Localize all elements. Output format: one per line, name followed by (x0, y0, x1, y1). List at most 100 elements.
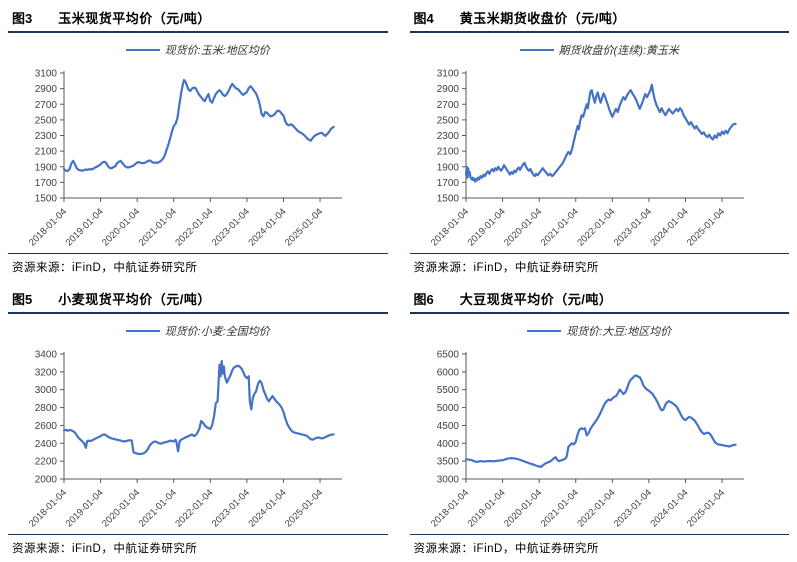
source-divider (8, 534, 388, 535)
svg-text:2025-01-04: 2025-01-04 (685, 206, 727, 248)
svg-text:2022-01-04: 2022-01-04 (575, 206, 617, 248)
source-note: 资源来源：iFinD，中航证券研究所 (413, 262, 599, 274)
svg-text:2023-01-04: 2023-01-04 (611, 206, 653, 248)
panel-header: 图6 大豆现货平均价（元/吨） (410, 287, 790, 312)
legend-line-swatch (125, 330, 160, 332)
legend-label: 期货收盘价(连续):黄玉米 (558, 45, 679, 57)
svg-text:3000: 3000 (436, 475, 459, 486)
svg-text:1700: 1700 (35, 178, 58, 189)
svg-text:2021-01-04: 2021-01-04 (538, 487, 580, 529)
svg-text:2900: 2900 (35, 84, 58, 95)
line-chart-wheat-spot: 2000 2200 2400 2600 2800 3000 3200 3400 2018-01-… (8, 344, 388, 532)
legend-line-swatch (527, 330, 562, 332)
svg-text:2700: 2700 (436, 100, 459, 111)
figure-panel-4: 图4 黄玉米期货收盘价（元/吨） 期货收盘价(连续):黄玉米 1500 1700 1… (409, 6, 790, 275)
svg-text:2024-01-04: 2024-01-04 (246, 487, 288, 529)
figure-number: 图5 (12, 292, 33, 307)
legend-label: 现货价:玉米:地区均价 (164, 45, 270, 57)
svg-text:2021-01-04: 2021-01-04 (137, 206, 179, 248)
svg-text:1900: 1900 (436, 162, 459, 173)
svg-text:2024-01-04: 2024-01-04 (246, 206, 288, 248)
legend-label: 现货价:小麦:全国均价 (164, 326, 270, 338)
legend-line-swatch (519, 49, 554, 51)
chart-legend: 现货价:玉米:地区均价 (8, 37, 388, 63)
chart-legend: 现货价:大豆:地区均价 (410, 318, 790, 344)
title-divider (8, 312, 388, 314)
svg-text:2025-01-04: 2025-01-04 (685, 487, 727, 529)
svg-text:2500: 2500 (35, 115, 58, 126)
chart-legend: 期货收盘价(连续):黄玉米 (410, 37, 790, 63)
svg-text:1500: 1500 (436, 194, 459, 205)
figure-number: 图4 (413, 11, 434, 26)
svg-text:2022-01-04: 2022-01-04 (173, 206, 215, 248)
svg-text:3500: 3500 (436, 457, 459, 468)
svg-text:2500: 2500 (436, 115, 459, 126)
source-note: 资源来源：iFinD，中航证券研究所 (413, 543, 599, 555)
figure-panel-6: 图6 大豆现货平均价（元/吨） 现货价:大豆:地区均价 3000 3500 4000… (409, 287, 790, 556)
svg-text:2018-01-04: 2018-01-04 (428, 487, 470, 529)
svg-text:2018-01-04: 2018-01-04 (428, 206, 470, 248)
svg-text:2019-01-04: 2019-01-04 (465, 487, 507, 529)
svg-text:5500: 5500 (436, 385, 459, 396)
svg-text:2023-01-04: 2023-01-04 (611, 487, 653, 529)
svg-text:2400: 2400 (35, 439, 58, 450)
svg-text:2023-01-04: 2023-01-04 (210, 487, 252, 529)
svg-text:6000: 6000 (436, 367, 459, 378)
svg-text:2300: 2300 (35, 131, 58, 142)
figure-panel-3: 图3 玉米现货平均价（元/吨） 现货价:玉米:地区均价 1500 1700 1900… (8, 6, 388, 275)
svg-text:6500: 6500 (436, 350, 459, 361)
svg-text:2021-01-04: 2021-01-04 (538, 206, 580, 248)
svg-text:3000: 3000 (35, 385, 58, 396)
panel-header: 图3 玉米现货平均价（元/吨） (8, 6, 388, 31)
figure-title: 小麦现货平均价（元/吨） (58, 292, 211, 307)
svg-text:2024-01-04: 2024-01-04 (648, 206, 690, 248)
svg-text:5000: 5000 (436, 403, 459, 414)
title-divider (8, 31, 388, 33)
panel-header: 图5 小麦现货平均价（元/吨） (8, 287, 388, 312)
svg-text:1900: 1900 (35, 162, 58, 173)
svg-text:2018-01-04: 2018-01-04 (27, 206, 69, 248)
svg-text:2020-01-04: 2020-01-04 (502, 206, 544, 248)
svg-text:3100: 3100 (35, 69, 58, 80)
svg-text:2023-01-04: 2023-01-04 (210, 206, 252, 248)
svg-text:2600: 2600 (35, 421, 58, 432)
panel-header: 图4 黄玉米期货收盘价（元/吨） (410, 6, 790, 31)
svg-text:2020-01-04: 2020-01-04 (100, 206, 142, 248)
line-chart-soybean-spot: 3000 3500 4000 4500 5000 5500 6000 6500 2018-01-… (410, 344, 790, 532)
line-chart-corn-spot: 1500 1700 1900 2100 2300 2500 2700 2900 3100 2018… (8, 63, 388, 251)
svg-text:2200: 2200 (35, 457, 58, 468)
svg-text:2100: 2100 (436, 147, 459, 158)
svg-text:2900: 2900 (436, 84, 459, 95)
svg-text:1500: 1500 (35, 194, 58, 205)
title-divider (409, 31, 789, 33)
svg-text:2800: 2800 (35, 403, 58, 414)
svg-text:2020-01-04: 2020-01-04 (502, 487, 544, 529)
svg-text:2700: 2700 (35, 100, 58, 111)
svg-text:2022-01-04: 2022-01-04 (173, 487, 215, 529)
legend-line-swatch (125, 49, 160, 51)
figure-panel-5: 图5 小麦现货平均价（元/吨） 现货价:小麦:全国均价 2000 2200 2400… (8, 287, 388, 556)
svg-text:2300: 2300 (436, 131, 459, 142)
svg-text:2025-01-04: 2025-01-04 (283, 206, 325, 248)
chart-legend: 现货价:小麦:全国均价 (8, 318, 388, 344)
svg-text:4500: 4500 (436, 421, 459, 432)
svg-text:2019-01-04: 2019-01-04 (64, 487, 106, 529)
source-note: 资源来源：iFinD，中航证券研究所 (12, 543, 198, 555)
figure-title: 黄玉米期货收盘价（元/吨） (459, 11, 626, 26)
svg-text:2100: 2100 (35, 147, 58, 158)
figure-title: 大豆现货平均价（元/吨） (459, 292, 613, 307)
source-divider (409, 534, 789, 535)
svg-text:2022-01-04: 2022-01-04 (575, 487, 617, 529)
svg-text:3400: 3400 (35, 350, 58, 361)
svg-text:2019-01-04: 2019-01-04 (64, 206, 106, 248)
figure-title: 玉米现货平均价（元/吨） (58, 11, 211, 26)
svg-text:2018-01-04: 2018-01-04 (27, 487, 69, 529)
figure-number: 图6 (413, 292, 434, 307)
svg-text:2019-01-04: 2019-01-04 (465, 206, 507, 248)
source-divider (409, 253, 789, 254)
svg-text:2021-01-04: 2021-01-04 (137, 487, 179, 529)
svg-text:2025-01-04: 2025-01-04 (283, 487, 325, 529)
legend-label: 现货价:大豆:地区均价 (566, 326, 672, 338)
source-divider (8, 253, 388, 254)
